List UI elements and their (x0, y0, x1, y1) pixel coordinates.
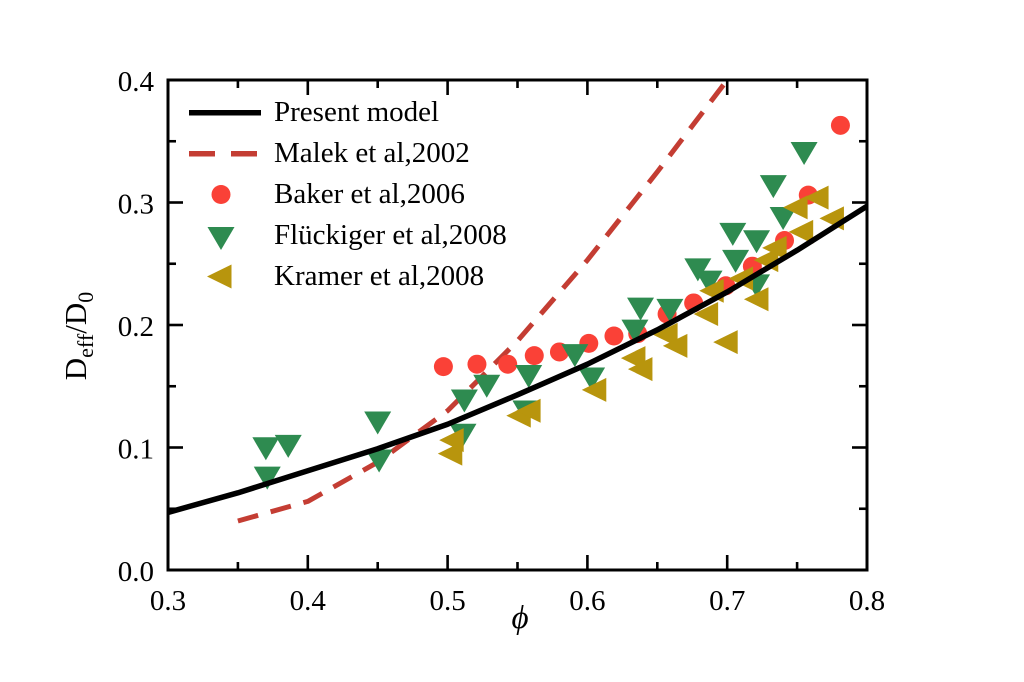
y-tick-label: 0.4 (118, 66, 155, 98)
legend-label-fluckiger: Flückiger et al,2008 (274, 219, 507, 251)
x-tick-label: 0.4 (290, 585, 327, 617)
legend-label-present-model: Present model (274, 96, 440, 128)
data-point (743, 230, 771, 254)
plot-frame (166, 78, 869, 572)
data-point (759, 175, 787, 199)
y-axis-title-sub: eff (73, 333, 99, 358)
data-point (684, 258, 712, 282)
legend-item-malek: Malek et al,2002 (185, 133, 507, 174)
data-point (695, 270, 723, 294)
data-point (578, 367, 606, 391)
y-tick-label: 0.0 (118, 556, 154, 588)
legend-label-baker: Baker et al,2006 (274, 178, 465, 210)
series-present-model (167, 203, 869, 516)
legend-item-baker: Baker et al,2006 (185, 174, 507, 215)
legend: Present model Malek et al,2002 Baker et … (185, 92, 507, 297)
x-tick-label: 0.3 (150, 585, 186, 617)
y-axis-title: Deff/D0 (58, 236, 98, 436)
legend-item-present-model: Present model (185, 92, 507, 133)
y-axis-title-sub2: 0 (73, 291, 99, 303)
data-point (728, 266, 754, 291)
data-point (252, 437, 280, 461)
data-point (627, 357, 653, 382)
data-point (653, 322, 678, 347)
data-point (762, 235, 787, 260)
x-axis-title: ϕ (511, 600, 529, 636)
data-point (713, 330, 738, 355)
data-point (783, 195, 808, 220)
data-point (450, 389, 478, 413)
circle-marker-icon (211, 185, 231, 204)
data-point (274, 434, 302, 458)
data-point (253, 466, 281, 490)
legend-label-malek: Malek et al,2002 (274, 137, 470, 169)
x-tick-label: 0.8 (849, 585, 885, 617)
data-point (581, 377, 607, 402)
data-point (439, 428, 464, 453)
data-point (467, 354, 487, 374)
solid-line-sample-icon (189, 110, 261, 116)
data-point (656, 298, 684, 322)
tick-labels: 0.3 0.4 0.5 0.6 0.7 0.8 0.0 0.1 0.2 0.3 0.4 (118, 66, 885, 617)
x-tick-label: 0.6 (569, 585, 605, 617)
data-point (364, 411, 392, 435)
data-point (621, 319, 649, 343)
data-point (788, 219, 814, 244)
legend-item-fluckiger: Flückiger et al,2008 (185, 215, 507, 256)
data-point (473, 374, 501, 398)
triangle-left-marker-icon (207, 264, 232, 289)
triangle-down-marker-icon (207, 227, 235, 250)
data-point (769, 206, 797, 230)
data-point (719, 222, 747, 246)
y-tick-label: 0.1 (118, 434, 154, 466)
data-point (524, 346, 544, 366)
data-point (722, 249, 750, 273)
data-point (662, 333, 688, 358)
data-point (498, 354, 518, 374)
data-point (433, 357, 453, 377)
y-tick-label: 0.3 (118, 189, 154, 221)
data-point (627, 297, 655, 321)
dashed-line-sample-icon (189, 151, 257, 157)
data-point (830, 115, 850, 135)
y-axis-title-base2: /D (58, 302, 93, 334)
data-point (561, 344, 589, 368)
y-tick-label: 0.2 (118, 311, 154, 343)
series-kramer-et-al-2008 (437, 185, 844, 466)
data-point (790, 142, 818, 166)
data-point (515, 365, 543, 388)
data-point (693, 301, 719, 326)
x-tick-label: 0.5 (429, 585, 465, 617)
data-point (516, 398, 541, 423)
x-tick-label: 0.7 (709, 585, 745, 617)
y-axis-title-base: D (58, 357, 93, 381)
legend-label-kramer: Kramer et al,2008 (274, 260, 485, 292)
data-point (365, 449, 393, 473)
data-point (804, 185, 829, 210)
legend-item-kramer: Kramer et al,2008 (185, 256, 507, 297)
data-point (604, 326, 624, 346)
data-point (743, 287, 769, 312)
